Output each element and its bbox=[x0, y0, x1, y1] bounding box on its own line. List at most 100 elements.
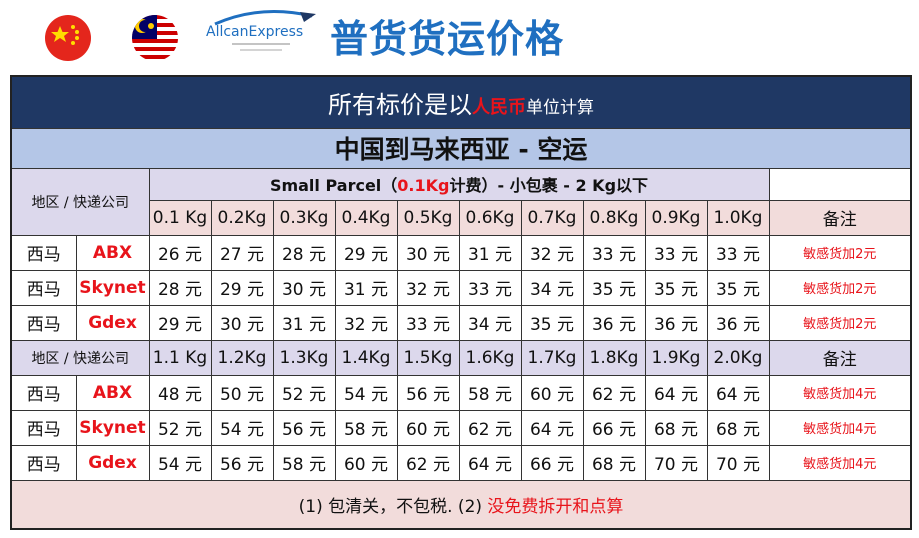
price: 56 元 bbox=[272, 409, 336, 446]
price: 30 元 bbox=[272, 269, 336, 306]
price-row: 西马 ABX 48 元 50 元 52 元 54 元 56 元 58 元 60 元 62 元 64 … bbox=[10, 374, 912, 411]
weight-label: 1.0Kg bbox=[706, 199, 770, 236]
price: 30 元 bbox=[396, 234, 460, 271]
weight-label: 1.3Kg bbox=[272, 339, 336, 376]
header-graphics: AllcanExpress bbox=[45, 10, 316, 61]
price: 60 元 bbox=[520, 374, 584, 411]
weight-row: 0.1 Kg 0.2Kg 0.3Kg 0.4Kg 0.5Kg 0.6Kg 0.7Kg 0.8K… bbox=[11, 199, 912, 236]
weight-label: 0.8Kg bbox=[582, 199, 646, 236]
courier: ABX bbox=[75, 234, 150, 271]
price-table: 所有标价是以人民币单位计算 中国到马来西亚 - 空运 地区 / 快递公司 Small … bbox=[10, 75, 913, 530]
region: 西马 bbox=[10, 304, 77, 341]
malaysia-flag bbox=[132, 15, 178, 61]
price-row: 西马 ABX 26 元 27 元 28 元 29 元 30 元 31 元 32 元 33 元 33 … bbox=[10, 234, 912, 271]
price: 58 元 bbox=[334, 409, 398, 446]
logo-name: AllcanExpress bbox=[206, 24, 303, 40]
weight-label: 1.9Kg bbox=[644, 339, 708, 376]
weight-label: 0.7Kg bbox=[520, 199, 584, 236]
remark: 敏感货加4元 bbox=[768, 444, 912, 481]
price: 35 元 bbox=[520, 304, 584, 341]
price: 66 元 bbox=[520, 444, 584, 481]
price: 32 元 bbox=[396, 269, 460, 306]
price: 36 元 bbox=[644, 304, 708, 341]
price: 48 元 bbox=[148, 374, 212, 411]
text-part: 计费）- 小包裹 - 2 Kg以下 bbox=[449, 176, 649, 195]
price: 36 元 bbox=[706, 304, 770, 341]
weight-label: 1.6Kg bbox=[458, 339, 522, 376]
region: 西马 bbox=[10, 409, 77, 446]
remark-header: 备注 bbox=[768, 199, 912, 236]
price: 35 元 bbox=[644, 269, 708, 306]
price: 35 元 bbox=[706, 269, 770, 306]
price: 32 元 bbox=[334, 304, 398, 341]
price: 54 元 bbox=[334, 374, 398, 411]
price-row: 西马 Gdex 29 元 30 元 31 元 32 元 33 元 34 元 35 元 36 元 36… bbox=[10, 304, 912, 341]
region: 西马 bbox=[10, 444, 77, 481]
courier: ABX bbox=[75, 374, 150, 411]
price: 36 元 bbox=[582, 304, 646, 341]
price: 70 元 bbox=[706, 444, 770, 481]
remark-header: 备注 bbox=[768, 339, 912, 376]
weight-label: 0.3Kg bbox=[272, 199, 336, 236]
price: 64 元 bbox=[520, 409, 584, 446]
price: 31 元 bbox=[272, 304, 336, 341]
weight-label: 0.9Kg bbox=[644, 199, 708, 236]
price: 70 元 bbox=[644, 444, 708, 481]
price: 64 元 bbox=[706, 374, 770, 411]
weight-label: 1.1 Kg bbox=[148, 339, 212, 376]
text-part: 所有标价是以 bbox=[328, 90, 473, 119]
page-title: 普货货运价格 bbox=[330, 17, 565, 61]
price: 35 元 bbox=[582, 269, 646, 306]
weight-label: 0.5Kg bbox=[396, 199, 460, 236]
weight-label: 1.8Kg bbox=[582, 339, 646, 376]
price: 54 元 bbox=[148, 444, 212, 481]
weight-label: 1.7Kg bbox=[520, 339, 584, 376]
price: 64 元 bbox=[644, 374, 708, 411]
text-part: Small Parcel（ bbox=[269, 176, 398, 195]
parcel-heading-row: 地区 / 快递公司 Small Parcel（0.1Kg计费）- 小包裹 - 2 … bbox=[10, 167, 912, 236]
parcel-heading: Small Parcel（0.1Kg计费）- 小包裹 - 2 Kg以下 bbox=[148, 167, 770, 201]
courier: Skynet bbox=[75, 409, 150, 446]
price: 29 元 bbox=[210, 269, 274, 306]
weight-label: 1.2Kg bbox=[210, 339, 274, 376]
price: 26 元 bbox=[148, 234, 212, 271]
region: 西马 bbox=[10, 269, 77, 306]
price: 50 元 bbox=[210, 374, 274, 411]
price: 33 元 bbox=[644, 234, 708, 271]
price: 58 元 bbox=[458, 374, 522, 411]
price: 68 元 bbox=[582, 444, 646, 481]
remark: 敏感货加4元 bbox=[768, 374, 912, 411]
price: 33 元 bbox=[396, 304, 460, 341]
highlight-text: 没免费拆开和点算 bbox=[487, 496, 624, 517]
china-flag bbox=[45, 15, 91, 61]
price: 62 元 bbox=[396, 444, 460, 481]
weight-row: 地区 / 快递公司 1.1 Kg 1.2Kg 1.3Kg 1.4Kg 1.5Kg 1.6Kg… bbox=[10, 339, 912, 376]
price: 68 元 bbox=[644, 409, 708, 446]
route-row: 中国到马来西亚 - 空运 bbox=[10, 127, 912, 169]
price: 52 元 bbox=[148, 409, 212, 446]
price: 29 元 bbox=[148, 304, 212, 341]
price: 28 元 bbox=[272, 234, 336, 271]
weight-label: 1.5Kg bbox=[396, 339, 460, 376]
region-header: 地区 / 快递公司 bbox=[10, 167, 150, 236]
price: 60 元 bbox=[334, 444, 398, 481]
notice: 所有标价是以人民币单位计算 bbox=[10, 75, 912, 129]
price-row: 西马 Skynet 28 元 29 元 30 元 31 元 32 元 33 元 34 元 35 元… bbox=[10, 269, 912, 306]
price-row: 西马 Gdex 54 元 56 元 58 元 60 元 62 元 64 元 66 元 68 元 70… bbox=[10, 444, 912, 481]
price: 33 元 bbox=[458, 269, 522, 306]
footer-row: (1) 包清关，不包税. (2) 没免费拆开和点算 bbox=[10, 479, 912, 530]
region: 西马 bbox=[10, 234, 77, 271]
price: 33 元 bbox=[706, 234, 770, 271]
weight-label: 0.1 Kg bbox=[148, 199, 212, 236]
price: 58 元 bbox=[272, 444, 336, 481]
text-part: (1) 包清关，不包税. (2) bbox=[298, 496, 488, 517]
courier: Skynet bbox=[75, 269, 150, 306]
region: 西马 bbox=[10, 374, 77, 411]
highlight-text: 人民币 bbox=[472, 96, 527, 118]
logo: AllcanExpress bbox=[206, 10, 316, 51]
courier: Gdex bbox=[75, 444, 150, 481]
remark: 敏感货加2元 bbox=[768, 304, 912, 341]
price: 66 元 bbox=[582, 409, 646, 446]
footer-note: (1) 包清关，不包税. (2) 没免费拆开和点算 bbox=[10, 479, 912, 530]
price: 62 元 bbox=[582, 374, 646, 411]
